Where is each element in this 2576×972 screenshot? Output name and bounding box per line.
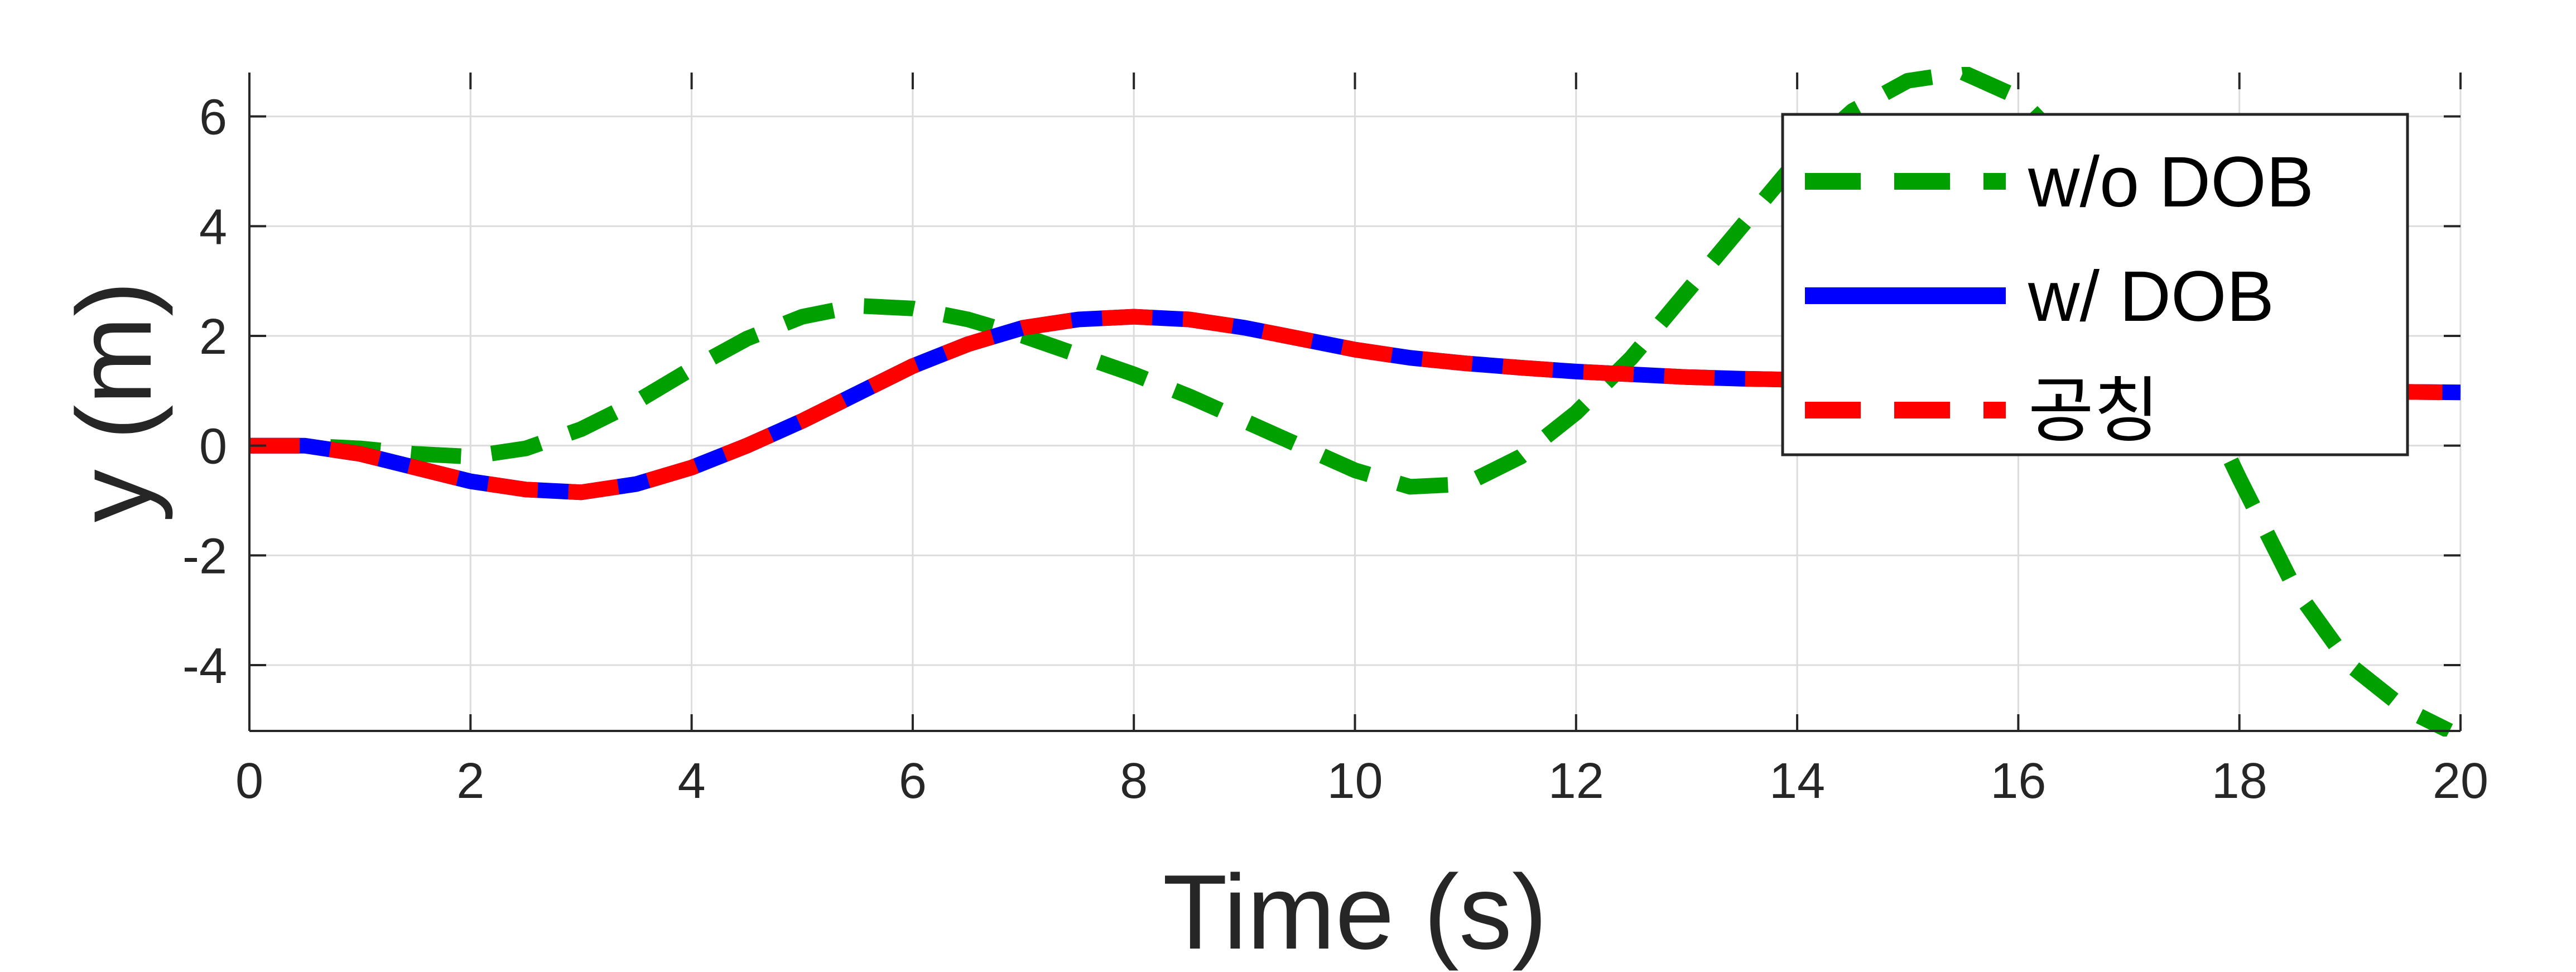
legend-label-1: w/o DOB: [2028, 142, 2314, 222]
x-axis-title: Time (s): [1163, 853, 1548, 971]
legend-label-3: 공칭: [2028, 371, 2160, 451]
x-tick-label: 16: [1990, 753, 2046, 809]
y-tick-label: -2: [182, 528, 227, 584]
legend-label-2: w/ DOB: [2028, 257, 2274, 336]
y-tick-label: 6: [199, 90, 227, 146]
x-tick-label: 10: [1327, 753, 1383, 809]
axes: 0 2 4 6 8 10 12 14 16 18 20 -4 -2 0 2 4 6: [182, 73, 2488, 809]
y-tick-label: 2: [199, 309, 227, 365]
legend: w/o DOB w/ DOB 공칭: [1781, 113, 2409, 456]
x-tick-label: 20: [2433, 753, 2488, 809]
x-tick-label: 8: [1120, 753, 1148, 809]
x-tick-label: 0: [235, 753, 263, 809]
x-tick-label: 4: [678, 753, 706, 809]
x-tick-label: 2: [456, 753, 484, 809]
x-tick-label: 18: [2212, 753, 2267, 809]
y-tick-label: -4: [182, 638, 227, 694]
x-tick-label: 12: [1548, 753, 1604, 809]
y-tick-label: 4: [199, 199, 227, 255]
x-tick-label: 14: [1769, 753, 1825, 809]
x-tick-label: 6: [899, 753, 927, 809]
y-tick-label: 0: [199, 419, 227, 475]
y-axis-title: y (m): [55, 281, 174, 523]
legend-box: [1781, 113, 2409, 456]
